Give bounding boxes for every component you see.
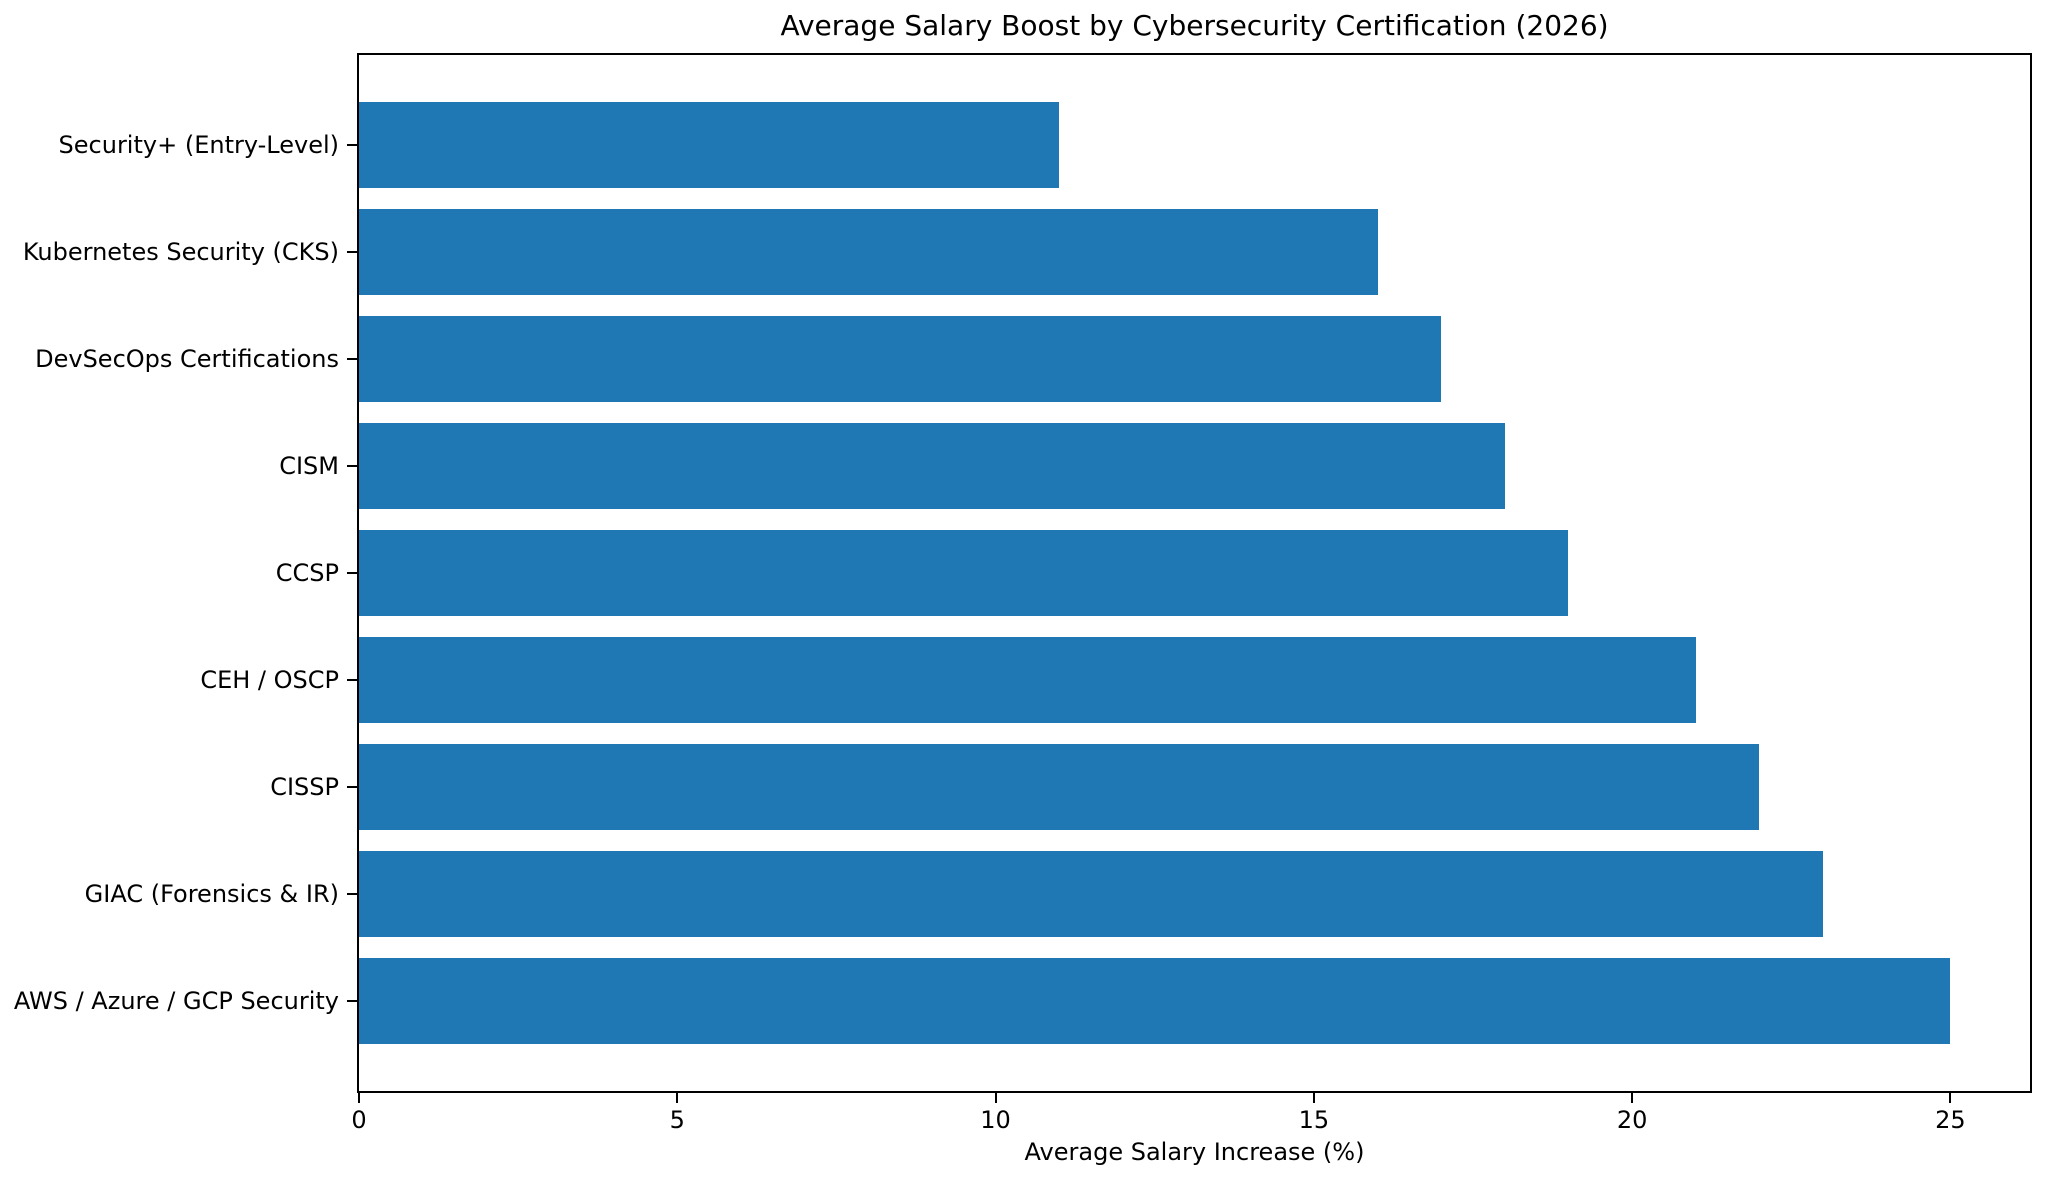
y-tick-mark (347, 464, 357, 467)
bar-4 (359, 530, 1569, 616)
x-tick-label: 5 (669, 1106, 685, 1134)
y-tick-label: CEH / OSCP (200, 666, 339, 695)
x-tick-label: 25 (1935, 1106, 1966, 1134)
x-axis-label: Average Salary Increase (%) (1024, 1138, 1365, 1166)
x-tick-mark (676, 1093, 679, 1103)
bar-8 (359, 958, 1951, 1044)
y-tick-label: GIAC (Forensics & IR) (84, 880, 339, 909)
bar-1 (359, 209, 1378, 295)
y-tick-label: DevSecOps Certifications (35, 344, 339, 373)
x-tick-mark (1631, 1093, 1634, 1103)
bar-6 (359, 744, 1760, 830)
y-tick-label: Kubernetes Security (CKS) (22, 237, 339, 266)
x-tick-label: 20 (1616, 1106, 1648, 1134)
x-tick-mark (358, 1093, 360, 1103)
y-tick-label: Security+ (Entry-Level) (58, 130, 339, 159)
y-tick-mark (347, 572, 357, 574)
y-tick-mark (347, 893, 357, 896)
x-tick-label: 15 (1298, 1106, 1330, 1134)
y-tick-label: CCSP (275, 559, 339, 587)
bar-2 (359, 316, 1442, 402)
plot-area (357, 53, 2032, 1093)
y-tick-mark (347, 786, 357, 789)
x-tick-label: 0 (351, 1106, 367, 1134)
bar-3 (359, 423, 1505, 509)
bar-0 (359, 102, 1060, 188)
x-tick-mark (1949, 1093, 1952, 1103)
x-tick-mark (1312, 1093, 1315, 1103)
y-tick-mark (347, 357, 357, 360)
y-tick-mark (347, 1000, 357, 1003)
chart-title: Average Salary Boost by Cybersecurity Ce… (780, 9, 1609, 42)
y-tick-mark (347, 679, 357, 682)
bar-7 (359, 851, 1824, 937)
y-tick-label: CISSP (270, 773, 339, 802)
y-tick-mark (347, 143, 357, 146)
bar-5 (359, 637, 1696, 723)
x-tick-label: 10 (980, 1106, 1011, 1134)
y-tick-label: CISM (279, 451, 339, 480)
x-tick-mark (994, 1093, 997, 1103)
y-tick-label: AWS / Azure / GCP Security (13, 987, 339, 1016)
y-tick-mark (347, 250, 357, 253)
